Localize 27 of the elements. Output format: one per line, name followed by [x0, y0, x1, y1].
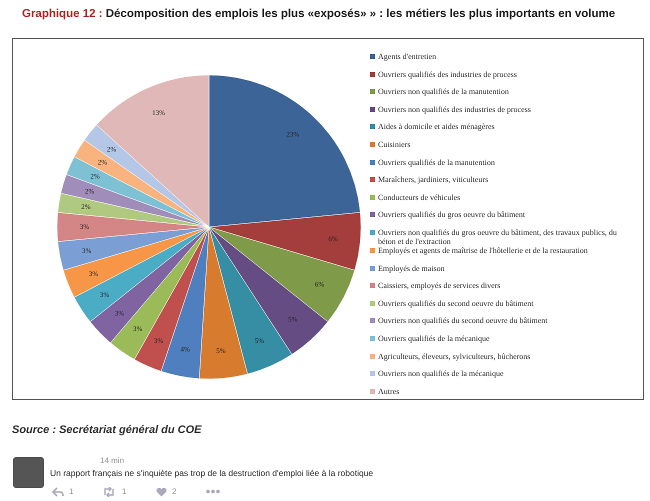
legend-label: Caissiers, employés de services divers — [378, 281, 500, 290]
legend-label: Ouvriers qualifiés des industries de process — [378, 70, 517, 79]
text: 1 — [69, 487, 74, 496]
legend-label: Agents d'entretien — [378, 52, 436, 61]
legend-label: Ouvriers qualifiés du gros oeuvre du bâtiment — [378, 210, 526, 220]
text: 2 — [172, 487, 176, 496]
legend-label: Agriculteurs, éleveurs, sylviculteurs, bûcherons — [378, 352, 530, 360]
text: 14 min — [100, 456, 124, 465]
legend-label: Cuisiniers — [378, 140, 410, 149]
legend-label: Aides à domicile et aides ménagères — [378, 122, 495, 132]
legend-label: Conducteurs de véhicules — [378, 192, 460, 202]
text: 1 — [122, 487, 126, 496]
legend-label: Ouvriers non qualifiés des industries de process — [378, 104, 531, 114]
legend-label: Employés de maison — [378, 264, 445, 273]
legend-label: Ouvriers non qualifiés du gros oeuvre du bâtiment, des travaux publics, du béton et de l'extraction — [378, 228, 618, 246]
legend-label: Ouvriers non qualifiés de la mécanique — [378, 369, 504, 378]
source-note: Source : Secrétariat général du COE — [12, 424, 202, 436]
chart-title: Graphique 12 : Décomposition des emplois les plus «exposés» » : les métiers les plus importants en volume — [22, 8, 616, 20]
legend-label: Ouvriers qualifiés du second oeuvre du bâtiment — [378, 298, 534, 308]
legend-label: Ouvriers qualifiés de la mécanique — [378, 334, 490, 343]
legend-label: Ouvriers non qualifiés de la manutention — [378, 87, 509, 96]
legend-label: Ouvriers non qualifiés du second oeuvre du bâtiment — [378, 316, 548, 326]
legend-label: Employés et agents de maîtrise de l'hôtellerie et de la restauration — [378, 246, 588, 255]
legend-label: Ouvriers qualifiés de la manutention — [378, 158, 495, 167]
legend-label: Autres — [378, 386, 400, 396]
text: Un rapport français ne s'inquiète pas trop de la destruction d'emploi liée à la robotique — [50, 468, 374, 478]
legend-label: Maraîchers, jardiniers, viticulteurs — [378, 175, 488, 184]
